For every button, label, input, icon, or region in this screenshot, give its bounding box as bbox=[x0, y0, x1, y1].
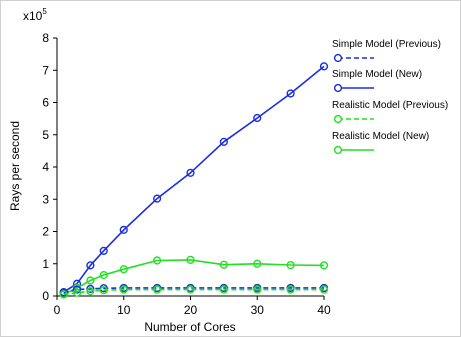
y-tick-label: 2 bbox=[42, 225, 49, 239]
data-point bbox=[86, 261, 95, 270]
x-tick-label: 10 bbox=[117, 303, 131, 317]
legend-marker bbox=[333, 83, 343, 93]
data-point bbox=[99, 286, 108, 295]
legend-label: Simple Model (Previous) bbox=[332, 39, 441, 50]
data-point bbox=[186, 168, 195, 177]
series-3 bbox=[59, 255, 329, 299]
series-line bbox=[63, 288, 324, 296]
y-tick-label: 1 bbox=[42, 257, 49, 271]
data-point bbox=[153, 194, 162, 203]
data-point bbox=[253, 285, 262, 294]
y-tick-label: 8 bbox=[42, 31, 49, 45]
data-point bbox=[59, 290, 68, 299]
data-point bbox=[86, 287, 95, 296]
data-point bbox=[186, 255, 195, 264]
y-tick-label: 7 bbox=[42, 63, 49, 77]
data-point bbox=[253, 259, 262, 268]
data-point bbox=[86, 276, 95, 285]
data-point bbox=[72, 288, 82, 297]
legend-label: Simple Model (New) bbox=[332, 69, 422, 80]
legend-item: Realistic Model (New) bbox=[332, 131, 429, 155]
data-point bbox=[319, 62, 329, 71]
data-point bbox=[119, 285, 128, 294]
y-tick-label: 5 bbox=[42, 128, 49, 142]
x-tick-label: 20 bbox=[184, 303, 198, 317]
data-point bbox=[219, 285, 228, 294]
data-point bbox=[286, 260, 295, 270]
legend-marker bbox=[333, 145, 343, 155]
legend-label: Realistic Model (New) bbox=[332, 131, 429, 142]
x-tick-label: 30 bbox=[251, 303, 265, 317]
data-point bbox=[99, 270, 108, 280]
x-axis-label: Number of Cores bbox=[144, 320, 235, 334]
data-point bbox=[72, 285, 82, 294]
y-tick-label: 3 bbox=[42, 192, 49, 206]
data-point bbox=[253, 113, 262, 123]
legend-label: Realistic Model (Previous) bbox=[332, 100, 448, 111]
y-tick-label: 0 bbox=[42, 289, 49, 303]
data-point bbox=[186, 285, 195, 294]
x-tick-label: 40 bbox=[317, 303, 331, 317]
legend: Simple Model (Previous) Simple Model (New… bbox=[332, 39, 448, 155]
data-point bbox=[153, 256, 162, 265]
legend-item: Realistic Model (Previous) bbox=[332, 100, 448, 124]
axes: 0 1 2 3 4 5 6 7 8 0 10 20 30 40 bbox=[42, 31, 331, 317]
data-point bbox=[153, 285, 162, 294]
x-tick-label: 0 bbox=[54, 303, 61, 317]
data-point bbox=[119, 265, 128, 274]
series-line bbox=[63, 65, 325, 293]
legend-item: Simple Model (Previous) bbox=[332, 39, 441, 63]
y-multiplier-label: x105 bbox=[23, 7, 47, 23]
y-tick-label: 4 bbox=[42, 160, 49, 174]
data-point bbox=[286, 89, 295, 98]
series-1 bbox=[59, 62, 329, 297]
data-point bbox=[219, 260, 228, 269]
data-point bbox=[219, 137, 228, 146]
data-point bbox=[119, 225, 128, 234]
legend-marker bbox=[333, 53, 343, 63]
legend-marker bbox=[333, 114, 343, 124]
legend-item: Simple Model (New) bbox=[332, 69, 422, 93]
data-point bbox=[99, 246, 108, 255]
data-point bbox=[319, 285, 329, 294]
y-tick-label: 6 bbox=[42, 96, 49, 110]
y-axis-label: Rays per second bbox=[8, 121, 22, 211]
series-line bbox=[63, 259, 325, 296]
data-point bbox=[319, 261, 329, 270]
series-2 bbox=[59, 285, 329, 299]
series-layer bbox=[59, 62, 329, 299]
data-point bbox=[286, 285, 295, 294]
